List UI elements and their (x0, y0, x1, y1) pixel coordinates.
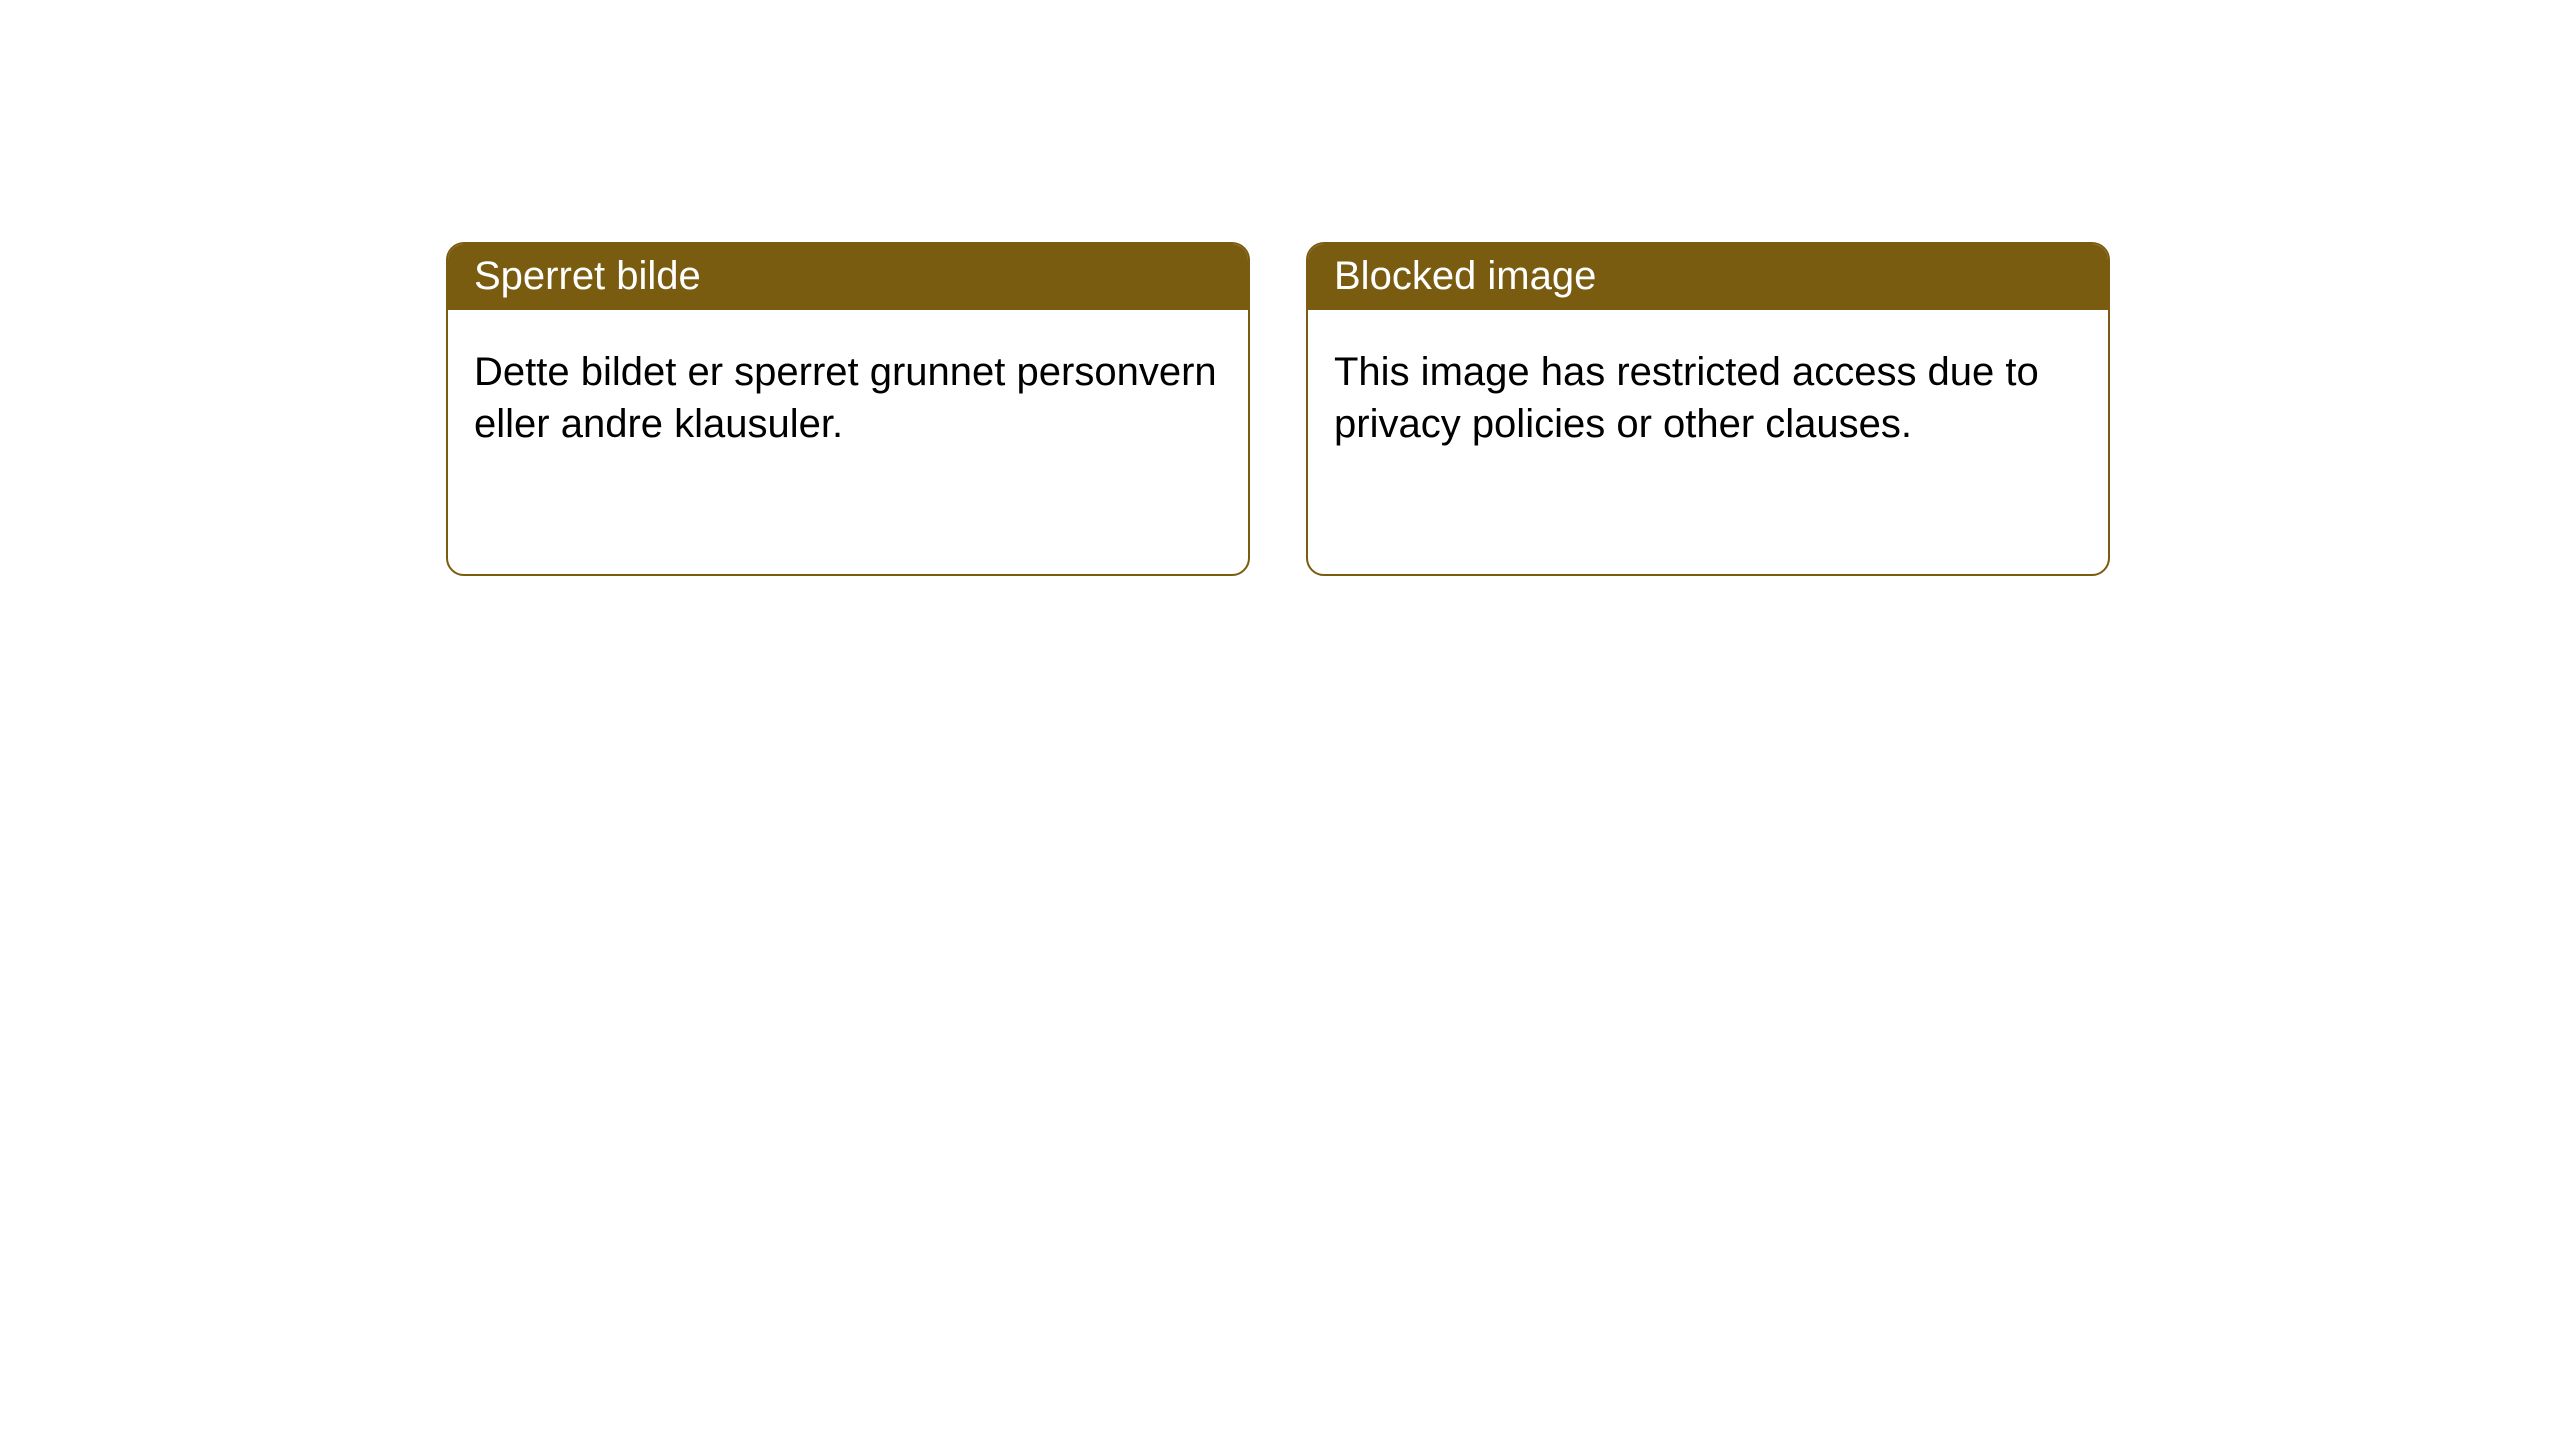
notice-body-norwegian: Dette bildet er sperret grunnet personve… (448, 310, 1248, 476)
notice-body-english: This image has restricted access due to … (1308, 310, 2108, 476)
notice-card-english: Blocked image This image has restricted … (1306, 242, 2110, 576)
notice-title-english: Blocked image (1308, 244, 2108, 310)
notice-card-norwegian: Sperret bilde Dette bildet er sperret gr… (446, 242, 1250, 576)
notice-title-norwegian: Sperret bilde (448, 244, 1248, 310)
notice-container: Sperret bilde Dette bildet er sperret gr… (0, 0, 2560, 576)
